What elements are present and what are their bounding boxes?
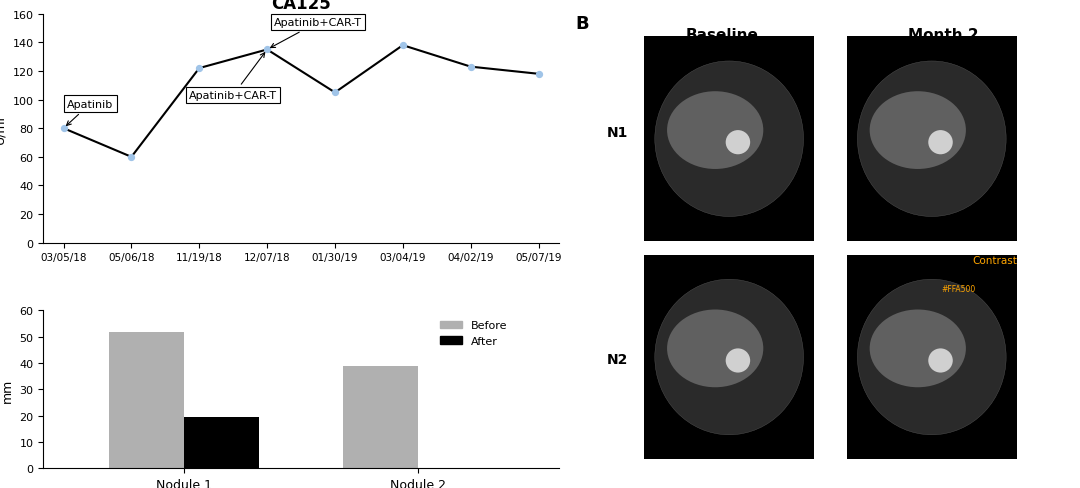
- Y-axis label: mm: mm: [1, 378, 14, 402]
- Text: N1: N1: [607, 125, 629, 140]
- Title: CA125: CA125: [271, 0, 330, 13]
- Point: [394, 42, 411, 50]
- FancyBboxPatch shape: [644, 38, 814, 242]
- FancyBboxPatch shape: [644, 255, 814, 459]
- Circle shape: [929, 348, 953, 373]
- Text: Apatinib: Apatinib: [67, 100, 113, 126]
- Ellipse shape: [654, 280, 804, 435]
- Text: Apatinib+CAR-T: Apatinib+CAR-T: [189, 54, 278, 101]
- Text: N2: N2: [607, 352, 629, 366]
- Point: [191, 65, 208, 73]
- FancyBboxPatch shape: [847, 255, 1017, 459]
- FancyBboxPatch shape: [847, 38, 1017, 242]
- Y-axis label: U/ml: U/ml: [0, 115, 6, 143]
- Text: Month 2: Month 2: [908, 28, 978, 43]
- Text: B: B: [575, 15, 589, 33]
- Point: [530, 71, 548, 79]
- Ellipse shape: [667, 310, 764, 387]
- Point: [123, 154, 140, 162]
- Bar: [184, 417, 259, 468]
- Text: Baseline: Baseline: [686, 28, 759, 43]
- Bar: [343, 366, 418, 468]
- Circle shape: [726, 131, 751, 155]
- Text: Apatinib+CAR-T: Apatinib+CAR-T: [271, 18, 362, 48]
- Legend: Before, After: Before, After: [435, 316, 512, 351]
- Text: #FFA500: #FFA500: [942, 285, 975, 294]
- Circle shape: [726, 348, 751, 373]
- Bar: [109, 332, 184, 468]
- Point: [258, 46, 275, 54]
- Point: [55, 125, 72, 133]
- Ellipse shape: [858, 62, 1007, 217]
- Ellipse shape: [869, 310, 966, 387]
- Circle shape: [929, 131, 953, 155]
- Point: [326, 89, 343, 97]
- Ellipse shape: [869, 92, 966, 170]
- Ellipse shape: [654, 62, 804, 217]
- Text: Contrast: Contrast: [972, 255, 1017, 265]
- Ellipse shape: [667, 92, 764, 170]
- Point: [462, 63, 480, 71]
- Ellipse shape: [858, 280, 1007, 435]
